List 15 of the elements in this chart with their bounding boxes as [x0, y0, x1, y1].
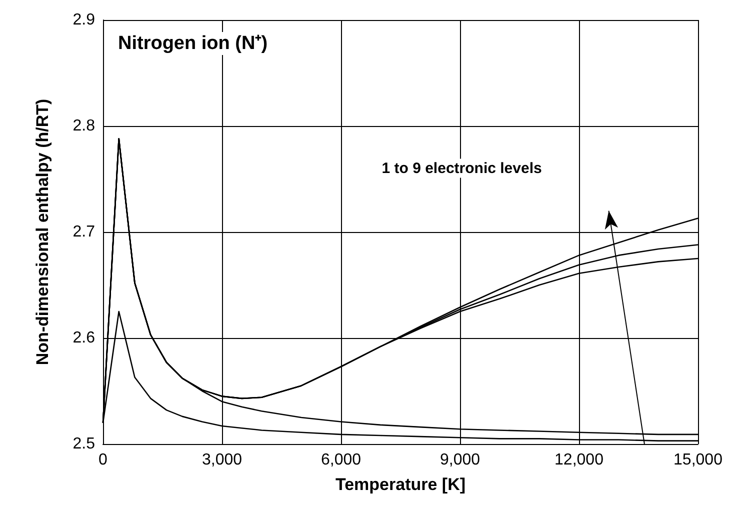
text: Nitrogen ion (N⁺) — [118, 33, 268, 54]
x-tick-label: 12,000 — [554, 452, 604, 468]
y-axis-title: Non-dimensional enthalpy (h/RT) — [33, 98, 52, 366]
x-tick-label: 15,000 — [674, 452, 723, 468]
x-tick-label: 0 — [98, 452, 108, 468]
x-tick-label: 6,000 — [320, 452, 362, 468]
x-axis-title: Temperature [K] — [335, 475, 466, 494]
annotation: 1 to 9 electronic levels — [382, 160, 542, 177]
y-tick-label: 2.6 — [72, 330, 96, 346]
y-tick-label: 2.7 — [72, 224, 96, 240]
y-tick-label: 2.5 — [72, 436, 96, 452]
y-tick-label: 2.8 — [72, 118, 96, 134]
y-tick-label: 2.9 — [72, 12, 96, 28]
x-tick-label: 9,000 — [440, 452, 480, 468]
x-tick-label: 3,000 — [202, 452, 242, 468]
